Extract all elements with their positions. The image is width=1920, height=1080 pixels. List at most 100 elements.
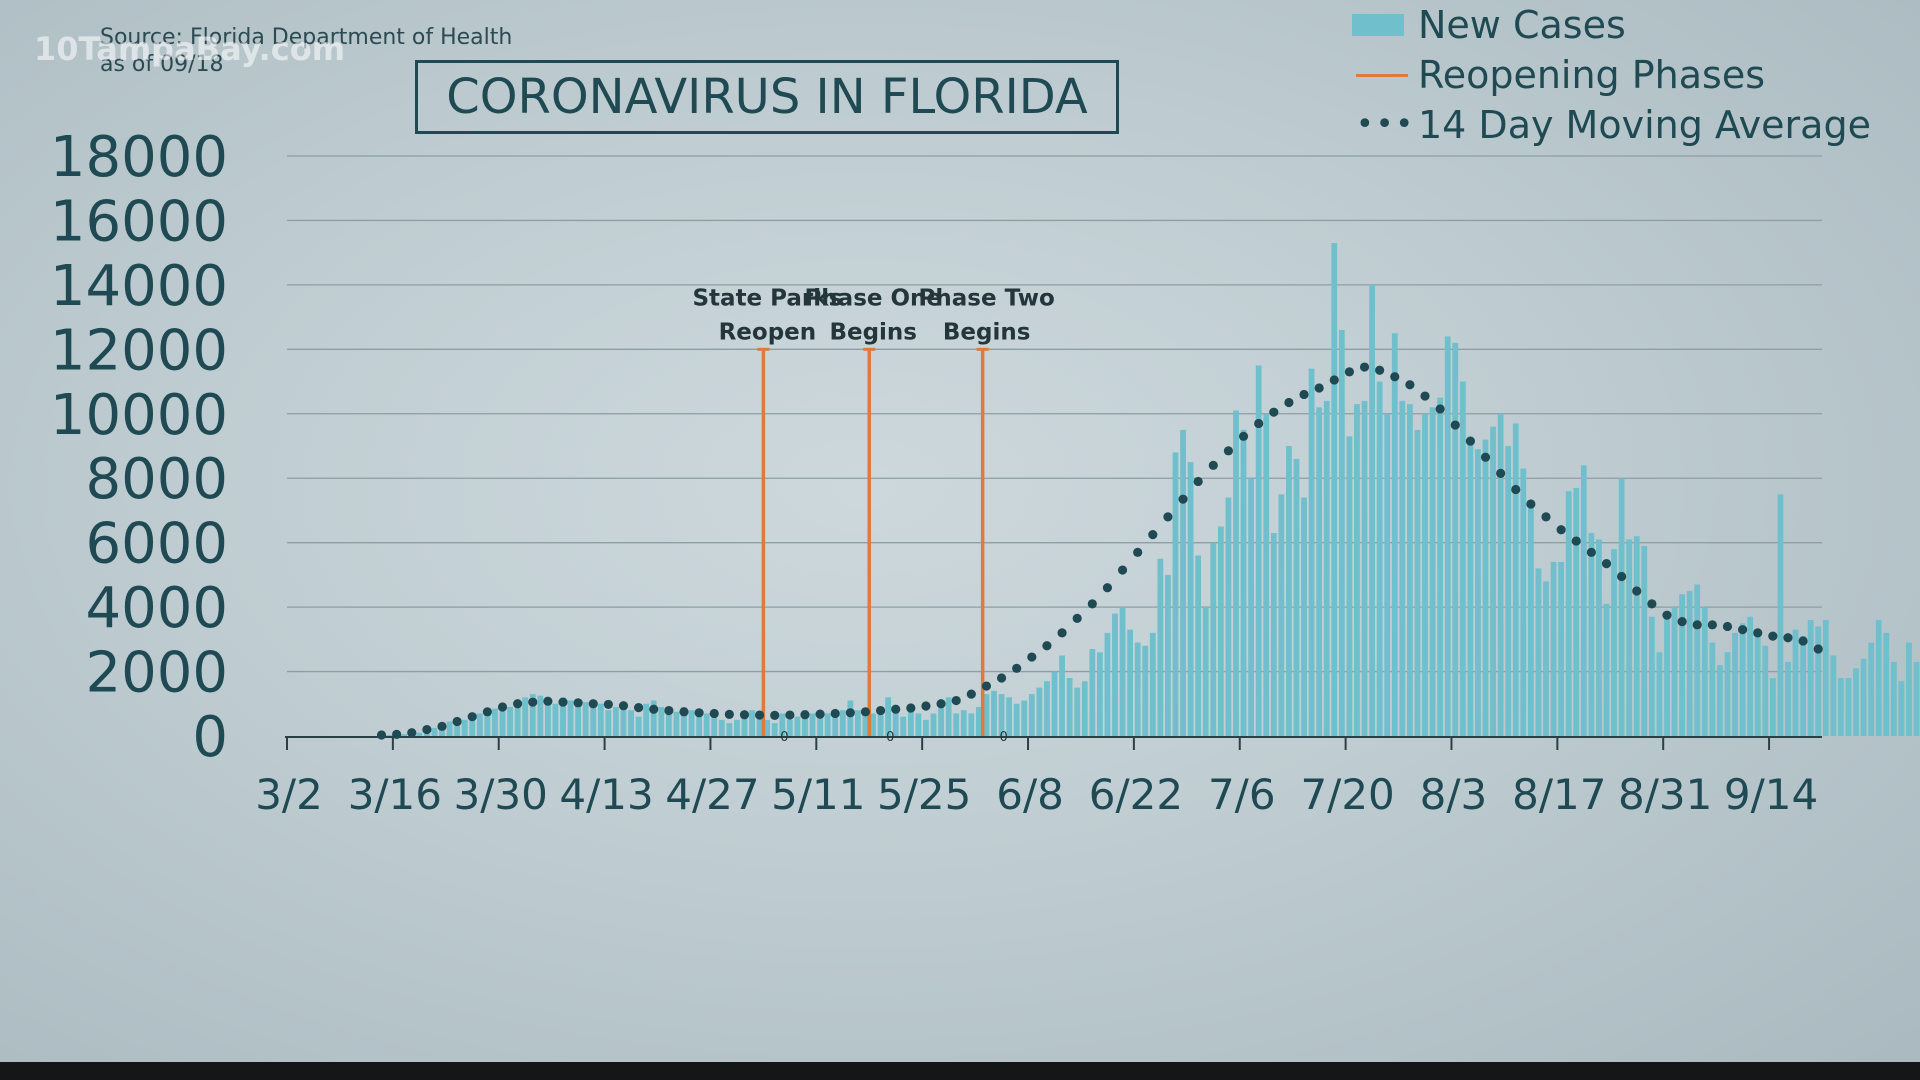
average-dot bbox=[1435, 404, 1445, 414]
bar bbox=[726, 723, 733, 736]
phase-label: Phase Two bbox=[919, 285, 1055, 311]
bar bbox=[832, 711, 839, 736]
bar bbox=[1399, 400, 1406, 736]
bar bbox=[1785, 661, 1791, 736]
bar bbox=[1376, 381, 1383, 736]
bar bbox=[756, 715, 763, 736]
bar bbox=[529, 694, 536, 736]
bar bbox=[1233, 410, 1239, 736]
bar bbox=[688, 710, 695, 736]
bar bbox=[991, 690, 997, 736]
average-dot bbox=[1072, 613, 1082, 623]
bar bbox=[1701, 607, 1708, 736]
bar bbox=[711, 716, 718, 736]
average-dot bbox=[709, 708, 719, 719]
y-tick-label: 18000 bbox=[50, 125, 228, 190]
average-dot bbox=[1193, 476, 1203, 487]
bar bbox=[794, 716, 801, 736]
bar bbox=[560, 697, 566, 736]
bar bbox=[1104, 632, 1111, 736]
bar bbox=[552, 703, 559, 736]
y-tick-label: 14000 bbox=[50, 254, 228, 319]
average-dot bbox=[528, 697, 538, 707]
x-tick-label: 7/6 bbox=[1208, 770, 1276, 819]
bar bbox=[741, 713, 748, 736]
y-tick-label: 4000 bbox=[85, 576, 228, 641]
bar bbox=[1883, 632, 1890, 736]
average-dot bbox=[1420, 391, 1430, 401]
bar bbox=[1270, 533, 1277, 736]
x-tick-label: 9/14 bbox=[1724, 770, 1818, 819]
average-dot bbox=[1753, 628, 1763, 638]
y-axis: 0200040006000800010000120001400016000180… bbox=[50, 125, 228, 770]
bar bbox=[968, 713, 975, 736]
x-tick-label: 3/2 bbox=[255, 770, 323, 819]
bar bbox=[1535, 568, 1542, 736]
average-dot bbox=[845, 708, 855, 718]
average-dot bbox=[664, 705, 674, 716]
x-tick-label: 8/17 bbox=[1512, 770, 1606, 819]
bar bbox=[915, 713, 922, 736]
average-dot bbox=[875, 705, 886, 716]
bar bbox=[476, 713, 483, 736]
bar bbox=[1142, 645, 1149, 736]
bar bbox=[605, 710, 612, 736]
average-dot bbox=[376, 730, 387, 740]
average-dot bbox=[936, 699, 946, 709]
y-tick-label: 16000 bbox=[50, 189, 228, 254]
bar bbox=[1202, 607, 1209, 736]
average-dot bbox=[588, 699, 598, 709]
bar bbox=[1263, 413, 1270, 736]
bar bbox=[1641, 545, 1648, 736]
bar bbox=[817, 716, 823, 736]
average-dot bbox=[694, 708, 704, 718]
average-dot bbox=[1617, 571, 1627, 582]
bar bbox=[802, 710, 808, 736]
bar bbox=[1898, 681, 1905, 736]
average-dot bbox=[981, 681, 992, 691]
bar bbox=[1626, 539, 1633, 736]
bar bbox=[545, 700, 551, 736]
bar bbox=[1838, 678, 1844, 736]
bar bbox=[658, 707, 665, 736]
watermark-logo: 10TampaBay.com bbox=[34, 30, 346, 68]
average-dot bbox=[618, 701, 629, 711]
bar bbox=[1490, 426, 1496, 736]
bar bbox=[1497, 413, 1504, 736]
average-dot bbox=[1102, 583, 1113, 593]
average-dot bbox=[1299, 389, 1309, 400]
legend-bar-swatch bbox=[1352, 14, 1410, 36]
bar bbox=[923, 719, 929, 736]
bar bbox=[938, 703, 944, 736]
average-dot bbox=[1344, 367, 1355, 377]
average-dot bbox=[1057, 628, 1067, 638]
bar bbox=[681, 707, 687, 736]
average-dot bbox=[437, 721, 447, 731]
average-dot bbox=[815, 709, 825, 719]
legend-item-new-cases: New Cases bbox=[1352, 0, 1871, 50]
average-dot bbox=[966, 689, 976, 699]
bar bbox=[1157, 558, 1164, 736]
bar bbox=[1633, 536, 1640, 736]
bar bbox=[1255, 365, 1262, 736]
phase-zero-label: 0 bbox=[886, 730, 894, 745]
bar bbox=[1217, 526, 1224, 736]
average-dot bbox=[1586, 547, 1596, 557]
x-tick-label: 3/30 bbox=[454, 770, 548, 819]
average-dot bbox=[1329, 375, 1339, 385]
bar bbox=[1694, 584, 1701, 736]
average-dot bbox=[1738, 625, 1748, 635]
bar bbox=[1732, 632, 1738, 736]
bar bbox=[1323, 400, 1330, 736]
bar bbox=[1414, 429, 1421, 736]
average-dot bbox=[754, 710, 765, 720]
bar bbox=[635, 716, 642, 736]
x-tick-label: 4/13 bbox=[559, 770, 653, 819]
bar bbox=[1429, 407, 1436, 736]
bar bbox=[1543, 581, 1549, 736]
average-dot bbox=[1511, 484, 1521, 495]
bar bbox=[1815, 626, 1822, 736]
